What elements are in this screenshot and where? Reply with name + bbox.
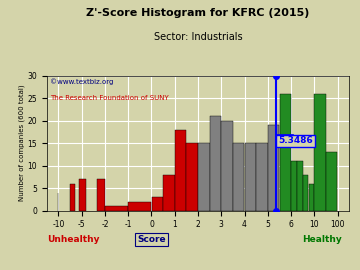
Text: 5.3486: 5.3486 xyxy=(278,136,313,145)
Text: Z'-Score Histogram for KFRC (2015): Z'-Score Histogram for KFRC (2015) xyxy=(86,8,310,18)
Bar xyxy=(80,179,86,211)
Bar xyxy=(105,206,128,211)
Bar xyxy=(210,116,221,211)
Bar xyxy=(297,161,303,211)
Bar xyxy=(129,202,151,211)
Bar xyxy=(163,175,175,211)
Bar xyxy=(152,197,163,211)
Bar xyxy=(268,125,279,211)
Bar xyxy=(256,143,268,211)
Bar xyxy=(245,143,256,211)
Text: The Research Foundation of SUNY: The Research Foundation of SUNY xyxy=(50,94,169,100)
Text: Sector: Industrials: Sector: Industrials xyxy=(154,32,242,42)
Bar xyxy=(175,130,186,211)
Text: Score: Score xyxy=(137,235,166,244)
Text: ©www.textbiz.org: ©www.textbiz.org xyxy=(50,78,114,85)
Text: Healthy: Healthy xyxy=(302,235,342,244)
Bar xyxy=(221,121,233,211)
Bar xyxy=(70,184,75,211)
Bar xyxy=(279,94,291,211)
Y-axis label: Number of companies (600 total): Number of companies (600 total) xyxy=(18,85,24,201)
Bar xyxy=(314,94,326,211)
Bar xyxy=(326,152,337,211)
Bar xyxy=(309,184,314,211)
Bar xyxy=(97,179,105,211)
Bar xyxy=(186,143,198,211)
Bar xyxy=(303,175,309,211)
Bar xyxy=(198,143,210,211)
Bar xyxy=(291,161,297,211)
Bar xyxy=(233,143,244,211)
Text: Unhealthy: Unhealthy xyxy=(47,235,99,244)
